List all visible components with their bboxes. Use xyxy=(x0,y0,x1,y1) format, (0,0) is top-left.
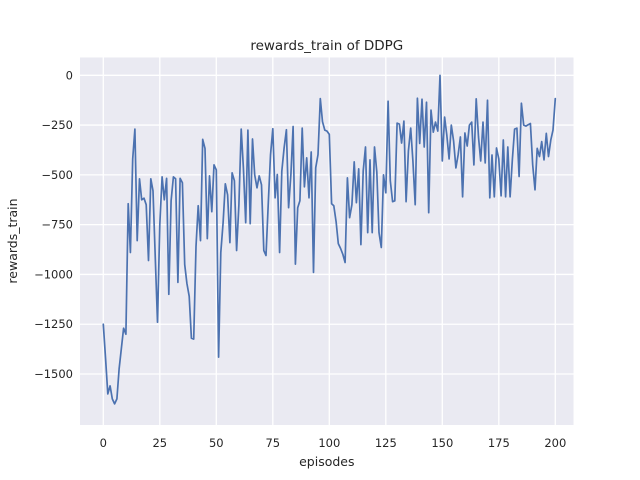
y-tick-label: −1250 xyxy=(34,317,73,331)
x-tick-label: 25 xyxy=(152,436,167,450)
y-tick-label: −1000 xyxy=(34,267,73,281)
y-axis-tick-labels: 0 −250 −500 −750 −1000 −1250 −1500 xyxy=(34,68,73,381)
gridlines xyxy=(80,57,574,425)
x-tick-label: 175 xyxy=(488,436,510,450)
y-tick-label: −250 xyxy=(41,118,73,132)
x-tick-label: 125 xyxy=(375,436,397,450)
y-tick-label: −750 xyxy=(41,218,73,232)
x-tick-label: 200 xyxy=(544,436,566,450)
x-tick-label: 150 xyxy=(431,436,453,450)
x-axis-tick-labels: 0 25 50 75 100 125 150 175 200 xyxy=(100,436,567,450)
x-tick-label: 100 xyxy=(318,436,340,450)
chart-title: rewards_train of DDPG xyxy=(250,38,403,54)
x-tick-label: 0 xyxy=(100,436,107,450)
y-tick-label: 0 xyxy=(66,68,73,82)
y-axis-label: rewards_train xyxy=(5,198,20,283)
data-line-group xyxy=(102,74,557,405)
y-tick-label: −1500 xyxy=(34,367,73,381)
x-tick-label: 75 xyxy=(265,436,280,450)
x-axis-label: episodes xyxy=(299,454,354,469)
axes-background xyxy=(80,57,574,425)
y-tick-label: −500 xyxy=(41,168,73,182)
x-tick-label: 50 xyxy=(209,436,224,450)
rewards-line xyxy=(102,74,557,405)
